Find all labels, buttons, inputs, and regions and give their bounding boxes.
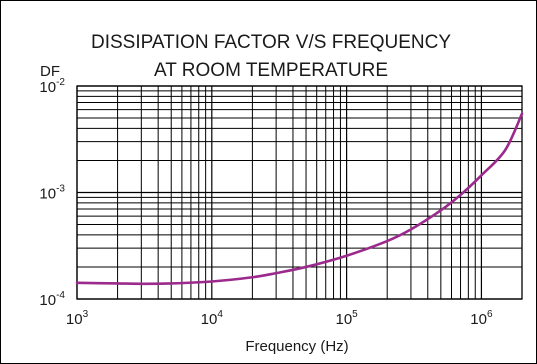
y-tick-label: 10-2 [39,77,65,96]
y-tick-labels: 10-4 10-3 10-2 [39,77,65,309]
chart-title-line-2: AT ROOM TEMPERATURE [154,60,388,81]
x-axis-label: Frequency (Hz) [245,338,348,355]
plot-border [76,85,523,300]
series-layer [75,112,524,286]
x-tick-label: 103 [66,309,89,328]
x-tick-labels: 103 104 105 106 [66,309,493,328]
y-axis-label: DF [40,63,60,80]
chart-title-line-1: DISSIPATION FACTOR V/S FREQUENCY [91,32,451,53]
y-tick-label: 10-3 [39,184,65,203]
grid-lines [76,85,523,300]
df-series-line [75,112,524,286]
plot-area-border [76,85,523,300]
y-tick-label: 10-4 [39,290,65,309]
x-tick-label: 105 [335,309,358,328]
x-tick-label: 106 [470,309,493,328]
x-tick-label: 104 [201,309,224,328]
